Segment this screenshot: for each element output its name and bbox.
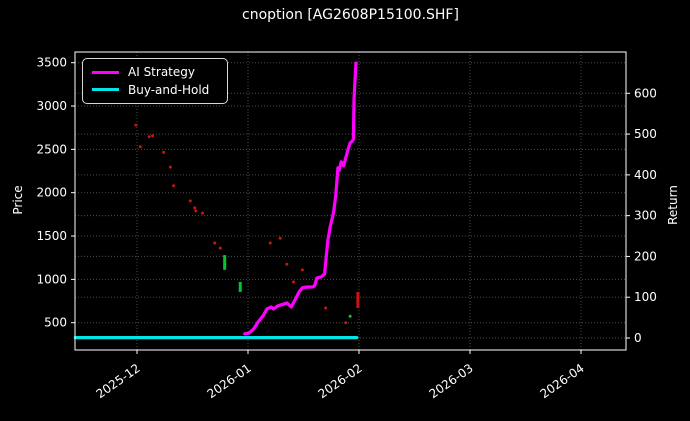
price-down-tick <box>134 123 138 127</box>
price-tick-label: 500 <box>44 316 67 330</box>
x-tick-label: 2026-01 <box>205 361 254 401</box>
legend-label-buy-and-hold: Buy-and-Hold <box>128 82 210 97</box>
price-down-tick <box>200 211 204 215</box>
price-down-tick <box>168 165 172 169</box>
price-down-tick <box>292 280 296 284</box>
right-axis-label: Return <box>666 185 680 225</box>
legend-label-ai-strategy: AI Strategy <box>128 65 195 80</box>
return-tick-label: 0 <box>634 331 642 345</box>
price-down-tick <box>172 184 176 188</box>
price-down-tick <box>162 150 166 154</box>
price-down-tick <box>300 268 304 272</box>
legend-item-ai-strategy: AI Strategy <box>83 65 227 79</box>
legend: AI Strategy Buy-and-Hold <box>82 58 228 104</box>
ai-strategy-line-swatch <box>92 70 119 75</box>
ai-strategy-line <box>243 61 358 336</box>
return-tick-label: 300 <box>634 209 657 223</box>
price-down-tick <box>324 306 328 310</box>
return-tick-label: 200 <box>634 249 657 263</box>
price-tick-label: 2500 <box>36 142 67 156</box>
price-up-tick <box>348 314 352 318</box>
left-axis-label: Price <box>11 185 25 215</box>
plot-border <box>74 51 627 351</box>
price-tick-label: 1000 <box>36 272 67 286</box>
return-tick-label: 400 <box>634 168 657 182</box>
price-down-tick <box>268 241 272 245</box>
price-down-tick <box>193 206 197 210</box>
price-up-bar <box>223 255 227 270</box>
price-down-tick <box>278 236 282 240</box>
legend-item-buy-and-hold: Buy-and-Hold <box>83 83 227 97</box>
price-down-tick <box>188 199 192 203</box>
price-tick-label: 3000 <box>36 99 67 113</box>
price-down-tick <box>151 134 155 138</box>
price-up-bar <box>238 281 242 292</box>
return-tick-label: 600 <box>634 86 657 100</box>
buy-and-hold-line-swatch <box>92 87 119 92</box>
price-tick-label: 2000 <box>36 186 67 200</box>
price-tick-label: 3500 <box>36 56 67 70</box>
price-down-tick <box>218 246 222 250</box>
x-tick-label: 2025-12 <box>94 361 143 401</box>
x-tick-label: 2026-03 <box>427 361 476 401</box>
price-tick-label: 1500 <box>36 229 67 243</box>
price-down-bar <box>356 291 360 308</box>
price-down-tick <box>344 321 348 325</box>
x-tick-label: 2026-02 <box>316 361 365 401</box>
price-down-tick <box>194 209 198 213</box>
chart-title: cnoption [AG2608P15100.SHF] <box>242 7 459 23</box>
price-down-tick <box>285 262 289 266</box>
return-tick-label: 500 <box>634 127 657 141</box>
price-down-tick <box>147 135 151 139</box>
price-down-tick <box>213 241 217 245</box>
x-tick-label: 2026-04 <box>538 361 587 401</box>
price-down-tick <box>138 145 142 149</box>
return-tick-label: 100 <box>634 290 657 304</box>
